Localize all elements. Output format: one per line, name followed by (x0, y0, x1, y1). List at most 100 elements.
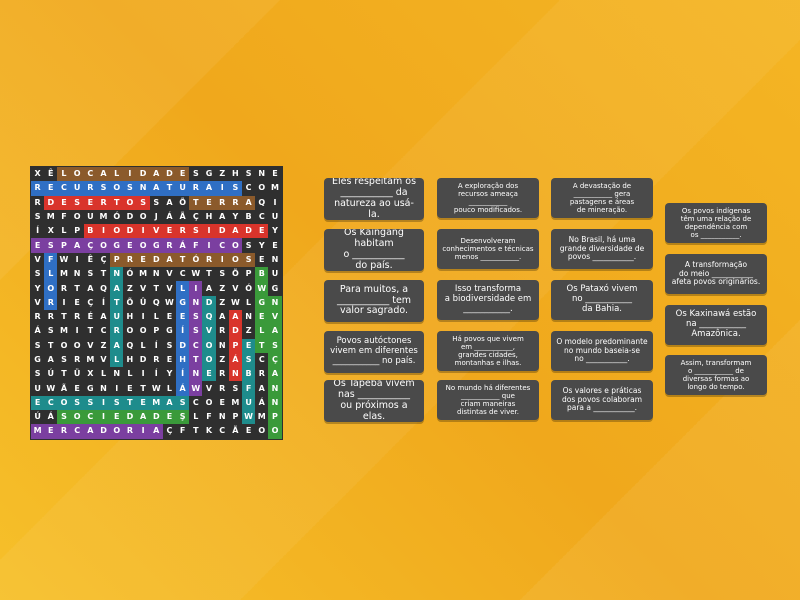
grid-cell[interactable]: R (57, 281, 71, 296)
grid-cell[interactable]: S (149, 195, 163, 210)
grid-cell[interactable]: S (242, 252, 256, 268)
grid-cell[interactable]: V (149, 224, 163, 239)
grid-cell[interactable]: A (149, 424, 163, 439)
grid-cell[interactable]: O (70, 167, 84, 182)
grid-cell[interactable]: É (83, 309, 97, 325)
grid-cell[interactable]: E (44, 181, 58, 196)
grid-cell[interactable]: E (162, 352, 177, 368)
grid-cell[interactable]: L (110, 167, 124, 182)
grid-cell[interactable]: R (149, 352, 163, 368)
grid-cell[interactable]: L (110, 352, 124, 368)
grid-cell[interactable]: Ç (96, 252, 111, 268)
grid-cell[interactable]: O (96, 238, 111, 253)
grid-cell[interactable]: R (215, 381, 229, 396)
grid-cell[interactable]: O (123, 195, 137, 210)
grid-cell[interactable]: T (255, 338, 269, 353)
grid-cell[interactable]: N (110, 267, 124, 282)
grid-cell[interactable]: C (83, 410, 97, 425)
grid-cell[interactable]: W (44, 381, 58, 396)
grid-cell[interactable]: Ã (176, 209, 190, 225)
grid-cell[interactable]: Ç (268, 352, 282, 368)
grid-cell[interactable]: S (162, 338, 177, 353)
grid-cell[interactable]: X (83, 367, 97, 382)
grid-cell[interactable]: E (162, 410, 177, 425)
grid-cell[interactable]: O (268, 424, 282, 439)
grid-cell[interactable]: M (149, 395, 163, 411)
grid-cell[interactable]: D (202, 295, 216, 310)
grid-cell[interactable]: Z (96, 338, 111, 353)
grid-cell[interactable]: H (202, 209, 216, 225)
grid-cell[interactable]: M (255, 410, 269, 425)
grid-cell[interactable]: S (31, 338, 45, 353)
grid-cell[interactable]: R (162, 238, 177, 253)
grid-cell[interactable]: Ú (44, 367, 58, 382)
grid-cell[interactable]: N (149, 267, 163, 282)
grid-cell[interactable]: W (162, 295, 177, 310)
grid-cell[interactable]: Ş (176, 410, 190, 425)
grid-cell[interactable]: M (57, 267, 71, 282)
grid-cell[interactable]: L (44, 267, 58, 282)
grid-cell[interactable]: O (136, 238, 150, 253)
grid-cell[interactable]: R (70, 352, 84, 368)
grid-cell[interactable]: S (57, 410, 71, 425)
grid-cell[interactable]: F (189, 238, 203, 253)
grid-cell[interactable]: C (176, 267, 190, 282)
grid-cell[interactable]: M (83, 352, 97, 368)
grid-cell[interactable]: S (44, 324, 58, 339)
grid-cell[interactable]: Q (255, 195, 269, 210)
grid-cell[interactable]: R (96, 195, 111, 210)
grid-cell[interactable]: S (228, 381, 242, 396)
grid-cell[interactable]: M (268, 181, 282, 196)
grid-cell[interactable]: S (31, 367, 45, 382)
grid-cell[interactable]: Í (149, 367, 163, 382)
grid-cell[interactable]: T (136, 381, 150, 396)
grid-cell[interactable]: Y (268, 224, 282, 239)
grid-cell[interactable]: O (123, 324, 137, 339)
grid-cell[interactable]: W (189, 267, 203, 282)
grid-cell[interactable]: A (110, 281, 124, 296)
grid-cell[interactable]: S (242, 352, 256, 368)
grid-cell[interactable]: L (242, 295, 256, 310)
grid-cell[interactable]: Z (123, 281, 137, 296)
grid-cell[interactable]: I (70, 252, 84, 268)
grid-cell[interactable]: I (110, 381, 124, 396)
grid-cell[interactable]: T (189, 424, 203, 439)
grid-cell[interactable]: O (110, 224, 124, 239)
grid-cell[interactable]: D (242, 224, 256, 239)
grid-cell[interactable]: I (70, 324, 84, 339)
grid-cell[interactable]: O (70, 410, 84, 425)
grid-cell[interactable]: R (83, 181, 97, 196)
grid-cell[interactable]: O (228, 238, 242, 253)
grid-cell[interactable]: S (70, 395, 84, 411)
grid-cell[interactable]: A (255, 381, 269, 396)
grid-cell[interactable]: N (268, 252, 282, 268)
grid-cell[interactable]: T (176, 252, 190, 268)
clue-card[interactable]: No Brasil, há uma grande diversidade de … (551, 229, 653, 269)
grid-cell[interactable]: Ç (162, 424, 177, 439)
grid-cell[interactable]: L (162, 381, 177, 396)
grid-cell[interactable]: W (57, 252, 71, 268)
grid-cell[interactable]: Ó (242, 281, 256, 296)
grid-cell[interactable]: S (83, 267, 97, 282)
grid-cell[interactable]: V (202, 381, 216, 396)
grid-cell[interactable]: Û (136, 295, 150, 310)
grid-cell[interactable]: E (202, 195, 216, 210)
grid-cell[interactable]: A (70, 238, 84, 253)
grid-cell[interactable]: Z (242, 324, 256, 339)
grid-cell[interactable]: R (44, 295, 58, 310)
grid-cell[interactable]: Z (215, 352, 229, 368)
grid-cell[interactable]: I (268, 195, 282, 210)
grid-cell[interactable]: F (242, 381, 256, 396)
grid-cell[interactable]: G (255, 295, 269, 310)
grid-cell[interactable]: S (189, 324, 203, 339)
grid-cell[interactable]: C (70, 424, 84, 439)
grid-cell[interactable]: Ê (44, 167, 58, 182)
grid-cell[interactable]: D (149, 252, 163, 268)
grid-cell[interactable]: E (136, 252, 150, 268)
grid-cell[interactable]: V (228, 281, 242, 296)
grid-cell[interactable]: Õ (228, 267, 242, 282)
grid-cell[interactable]: D (176, 338, 190, 353)
grid-cell[interactable]: O (202, 338, 216, 353)
grid-cell[interactable]: A (202, 281, 216, 296)
